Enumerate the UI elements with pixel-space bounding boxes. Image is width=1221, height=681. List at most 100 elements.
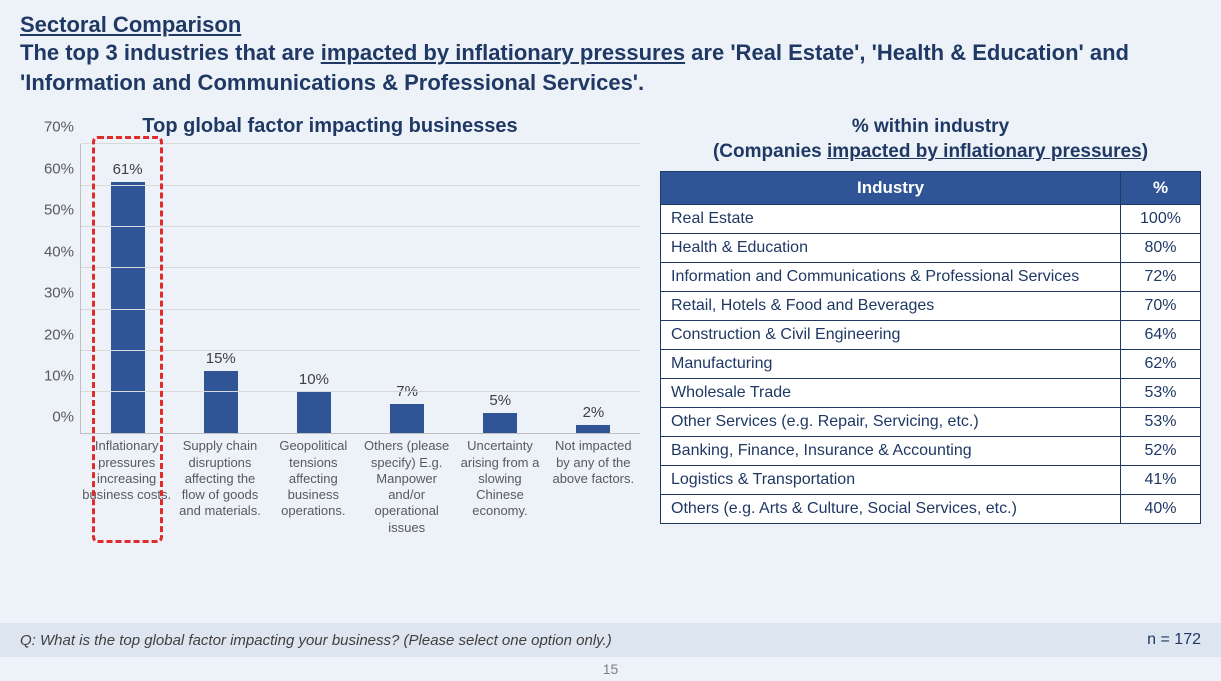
chart-area: 0%10%20%30%40%50%60%70% 61%15%10%7%5%2%	[20, 144, 640, 434]
table-row: Logistics & Transportation41%	[661, 465, 1201, 494]
table-title-line2-underlined: impacted by inflationary pressures	[827, 141, 1142, 162]
bar-value-label: 10%	[299, 371, 329, 388]
bar-value-label: 15%	[206, 350, 236, 367]
y-tick: 30%	[44, 285, 74, 302]
cell-pct: 70%	[1121, 291, 1201, 320]
table-title-line2-post: )	[1142, 141, 1148, 162]
grid-line	[81, 185, 640, 186]
table-row: Banking, Finance, Insurance & Accounting…	[661, 436, 1201, 465]
y-tick: 70%	[44, 119, 74, 136]
table-body: Real Estate100%Health & Education80%Info…	[661, 204, 1201, 523]
grid-line	[81, 226, 640, 227]
table-header-row: Industry %	[661, 171, 1201, 204]
slide: Sectoral Comparison The top 3 industries…	[0, 0, 1221, 681]
y-axis: 0%10%20%30%40%50%60%70%	[20, 144, 80, 434]
cell-industry: Manufacturing	[661, 349, 1121, 378]
bar-slot: 7%	[361, 144, 454, 433]
bar-slot: 2%	[547, 144, 640, 433]
x-axis-label: Inflationary pressures increasing busine…	[80, 434, 173, 536]
plot-area: 61% 15% 10% 7% 5% 2%	[80, 144, 640, 434]
th-industry: Industry	[661, 171, 1121, 204]
x-axis-label: Uncertainty arising from a slowing Chine…	[453, 434, 546, 536]
subtitle-underlined: impacted by inflationary pressures	[321, 40, 685, 65]
table-row: Real Estate100%	[661, 204, 1201, 233]
cell-industry: Health & Education	[661, 233, 1121, 262]
y-tick: 10%	[44, 367, 74, 384]
grid-line	[81, 391, 640, 392]
cell-pct: 41%	[1121, 465, 1201, 494]
table-title: % within industry (Companies impacted by…	[660, 115, 1201, 164]
chart-title: Top global factor impacting businesses	[20, 115, 640, 138]
x-axis-label: Others (please specify) E.g. Manpower an…	[360, 434, 453, 536]
cell-industry: Retail, Hotels & Food and Beverages	[661, 291, 1121, 320]
content-row: Top global factor impacting businesses 0…	[20, 115, 1201, 536]
cell-industry: Banking, Finance, Insurance & Accounting	[661, 436, 1121, 465]
cell-pct: 52%	[1121, 436, 1201, 465]
cell-industry: Construction & Civil Engineering	[661, 320, 1121, 349]
footer-bar: Q: What is the top global factor impacti…	[0, 623, 1221, 657]
table-row: Others (e.g. Arts & Culture, Social Serv…	[661, 494, 1201, 523]
bar	[204, 371, 238, 433]
x-axis-labels: Inflationary pressures increasing busine…	[80, 434, 640, 536]
table-row: Health & Education80%	[661, 233, 1201, 262]
y-tick: 40%	[44, 243, 74, 260]
y-tick: 50%	[44, 202, 74, 219]
chart-panel: Top global factor impacting businesses 0…	[20, 115, 640, 536]
footer-question: Q: What is the top global factor impacti…	[20, 632, 612, 649]
cell-industry: Others (e.g. Arts & Culture, Social Serv…	[661, 494, 1121, 523]
bar	[390, 404, 424, 433]
table-row: Manufacturing62%	[661, 349, 1201, 378]
table-title-line2-pre: (Companies	[713, 141, 827, 162]
bar-value-label: 5%	[489, 392, 511, 409]
cell-pct: 53%	[1121, 378, 1201, 407]
bar-value-label: 61%	[113, 161, 143, 178]
grid-line	[81, 267, 640, 268]
bar-slot: 5%	[454, 144, 547, 433]
cell-pct: 64%	[1121, 320, 1201, 349]
cell-industry: Other Services (e.g. Repair, Servicing, …	[661, 407, 1121, 436]
heading-block: Sectoral Comparison The top 3 industries…	[20, 12, 1201, 97]
cell-pct: 53%	[1121, 407, 1201, 436]
bar	[576, 425, 610, 433]
subtitle-pre: The top 3 industries that are	[20, 40, 321, 65]
heading-title: Sectoral Comparison	[20, 12, 1201, 38]
page-number: 15	[603, 661, 619, 677]
bar	[297, 392, 331, 433]
grid-line	[81, 143, 640, 144]
cell-industry: Wholesale Trade	[661, 378, 1121, 407]
y-tick: 60%	[44, 160, 74, 177]
table-row: Information and Communications & Profess…	[661, 262, 1201, 291]
cell-industry: Real Estate	[661, 204, 1121, 233]
cell-pct: 72%	[1121, 262, 1201, 291]
heading-subtitle: The top 3 industries that are impacted b…	[20, 38, 1201, 97]
bar-value-label: 2%	[583, 404, 605, 421]
grid-line	[81, 309, 640, 310]
table-title-line1: % within industry	[852, 116, 1009, 137]
footer-n: n = 172	[1147, 631, 1201, 649]
cell-pct: 80%	[1121, 233, 1201, 262]
cell-pct: 62%	[1121, 349, 1201, 378]
cell-pct: 100%	[1121, 204, 1201, 233]
table-row: Wholesale Trade53%	[661, 378, 1201, 407]
table-panel: % within industry (Companies impacted by…	[660, 115, 1201, 536]
bar-slot: 10%	[267, 144, 360, 433]
bar-slot: 15%	[174, 144, 267, 433]
bar	[111, 182, 145, 434]
y-tick: 20%	[44, 326, 74, 343]
th-pct: %	[1121, 171, 1201, 204]
table-row: Construction & Civil Engineering64%	[661, 320, 1201, 349]
x-axis-label: Not impacted by any of the above factors…	[547, 434, 640, 536]
cell-industry: Information and Communications & Profess…	[661, 262, 1121, 291]
cell-pct: 40%	[1121, 494, 1201, 523]
bar	[483, 413, 517, 434]
x-axis-label: Geopolitical tensions affecting business…	[267, 434, 360, 536]
table-row: Other Services (e.g. Repair, Servicing, …	[661, 407, 1201, 436]
x-axis-label: Supply chain disruptions affecting the f…	[173, 434, 266, 536]
bar-slot: 61%	[81, 144, 174, 433]
cell-industry: Logistics & Transportation	[661, 465, 1121, 494]
industry-table: Industry % Real Estate100%Health & Educa…	[660, 171, 1201, 524]
table-row: Retail, Hotels & Food and Beverages70%	[661, 291, 1201, 320]
y-tick: 0%	[52, 409, 74, 426]
grid-line	[81, 350, 640, 351]
bars-container: 61% 15% 10% 7% 5% 2%	[81, 144, 640, 433]
